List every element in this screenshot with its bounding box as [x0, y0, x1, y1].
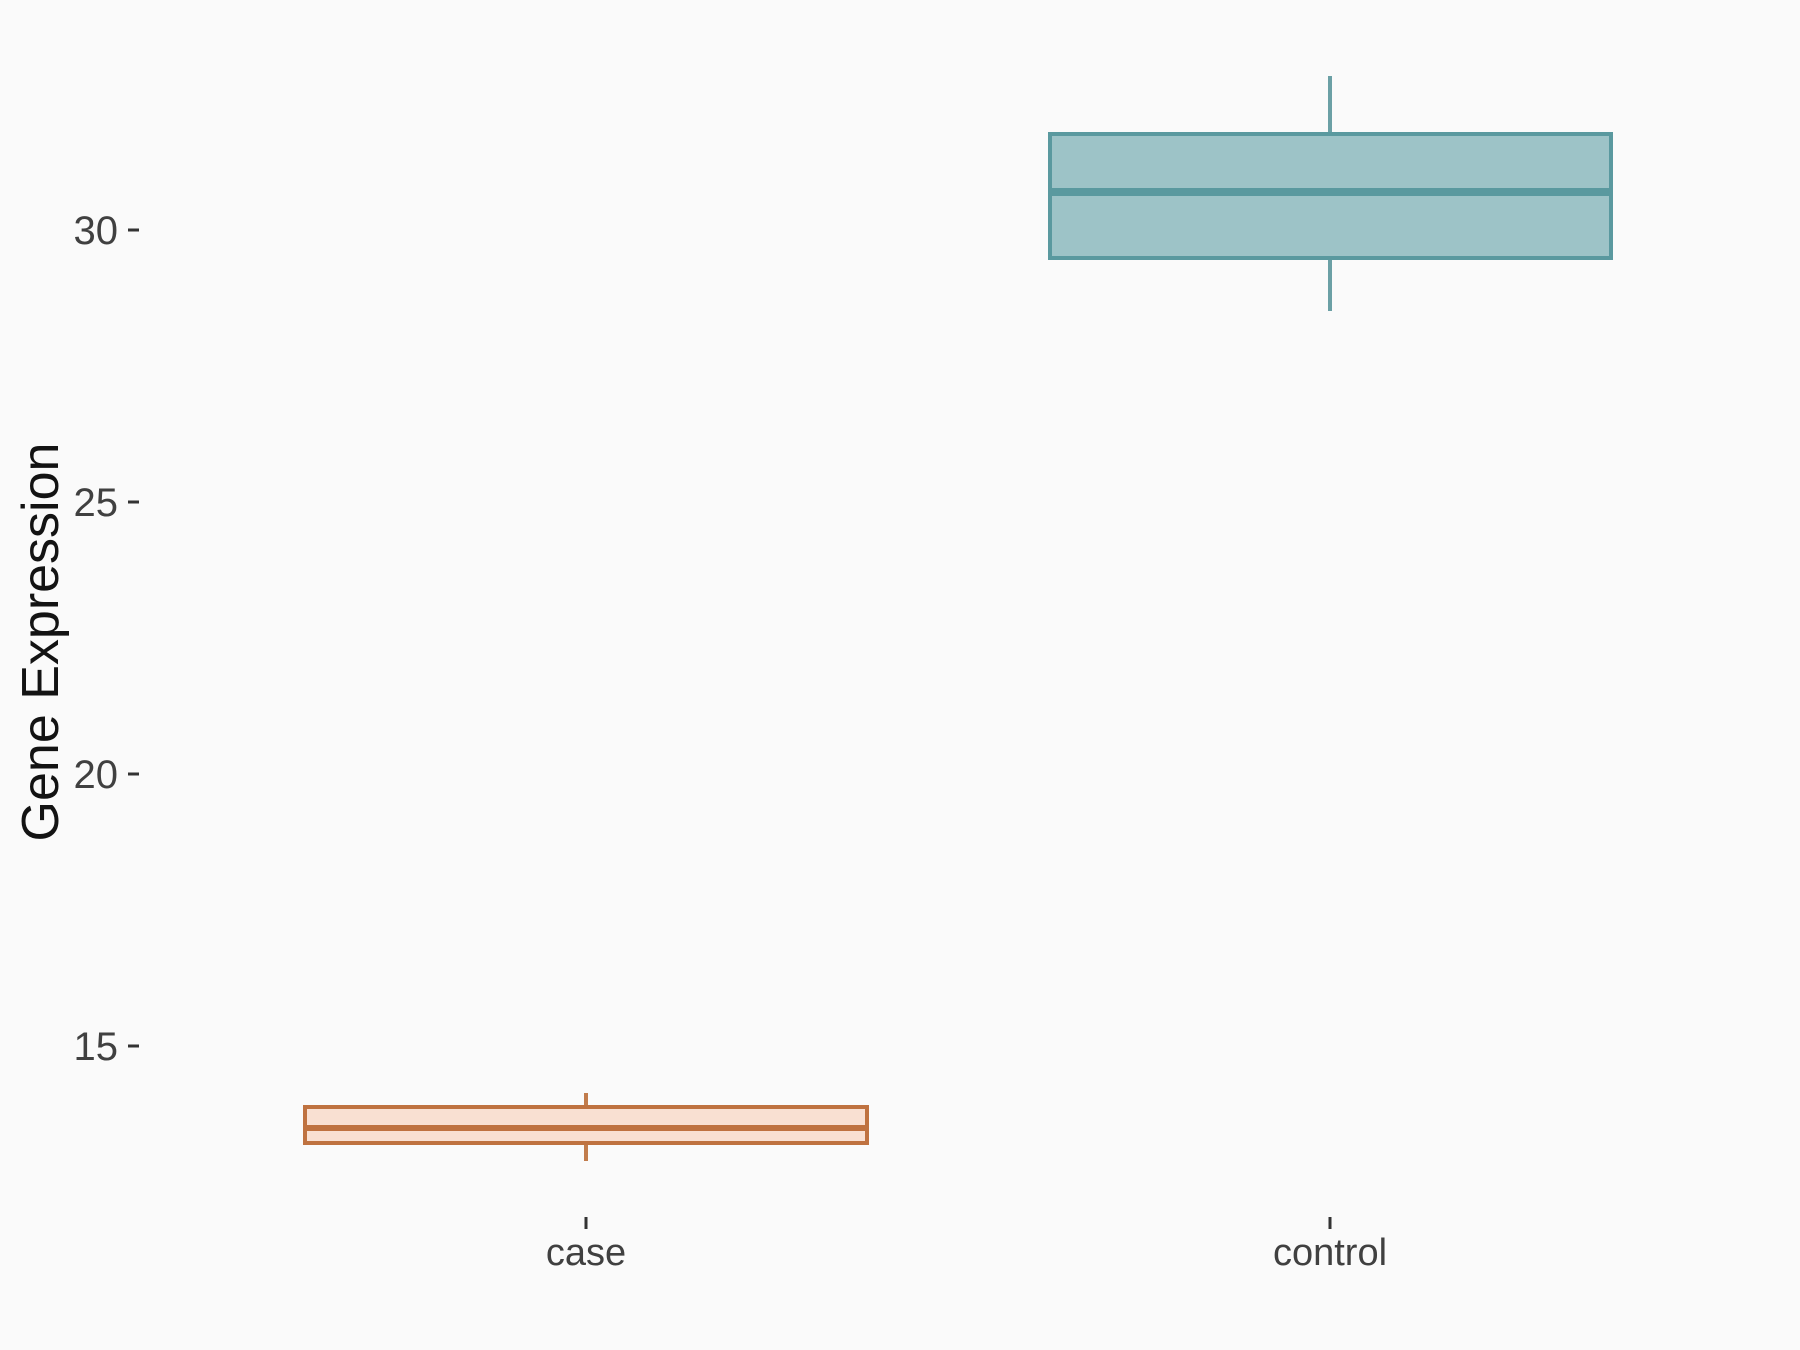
svg-text:control: control: [1273, 1232, 1387, 1274]
svg-text:Gene Expression: Gene Expression: [12, 443, 70, 842]
svg-text:case: case: [546, 1232, 626, 1274]
svg-text:20: 20: [74, 753, 119, 797]
svg-text:30: 30: [74, 209, 119, 253]
svg-text:25: 25: [74, 481, 119, 525]
svg-text:15: 15: [74, 1025, 119, 1069]
